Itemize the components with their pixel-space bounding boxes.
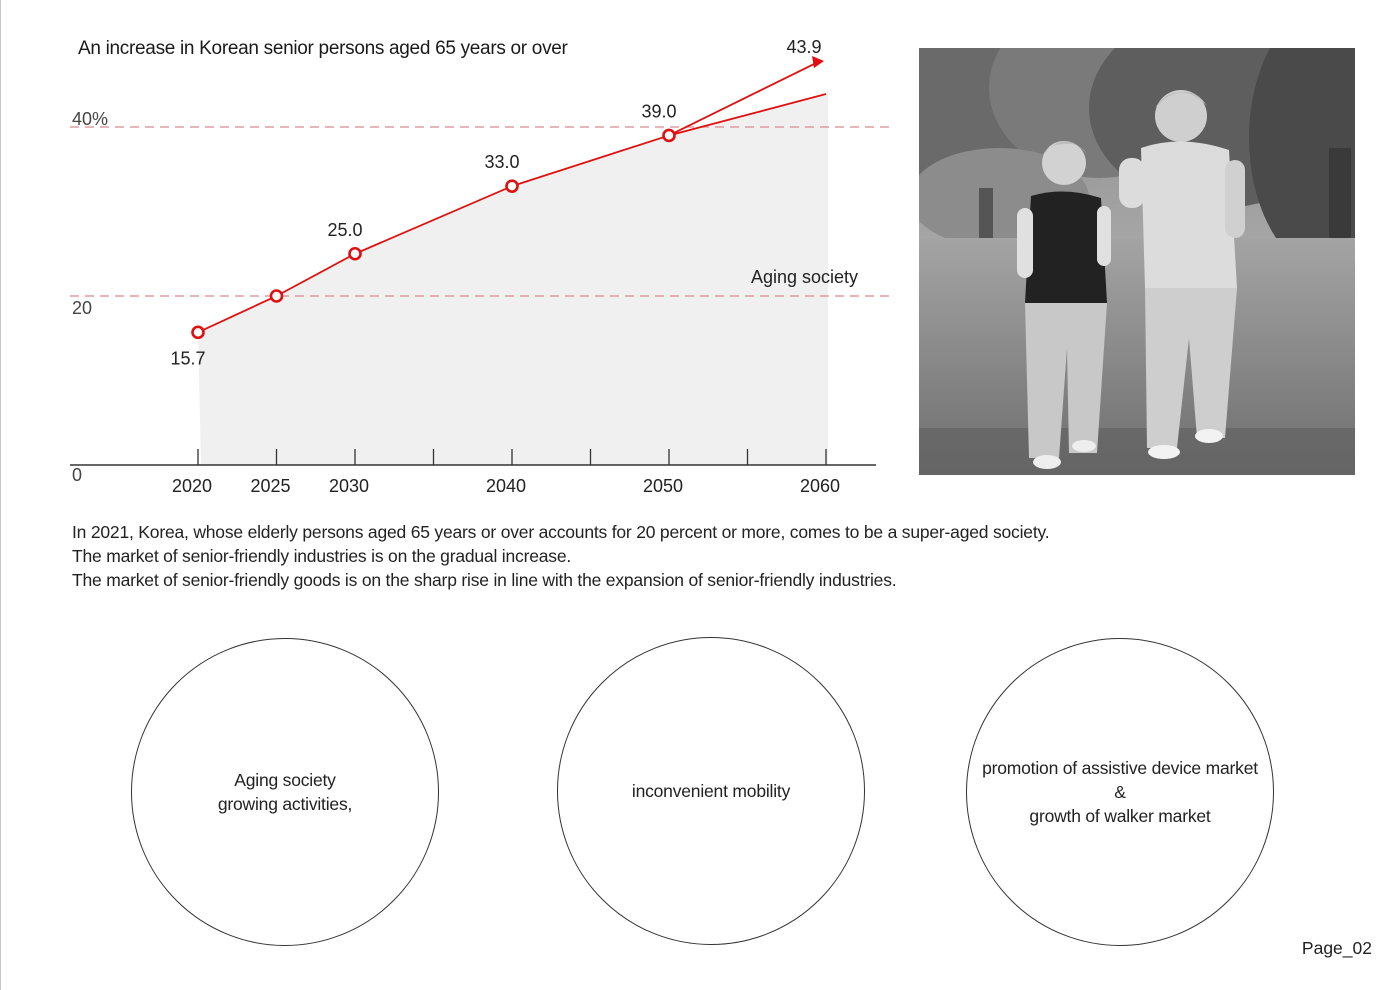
data-point — [348, 246, 362, 261]
circle-text-line: Aging society — [234, 770, 336, 790]
description-line: The market of senior-friendly goods is o… — [72, 570, 897, 590]
x-tick-label: 2020 — [172, 476, 212, 496]
y-tick-label: 40% — [72, 109, 108, 129]
data-point — [191, 325, 205, 340]
description-line: The market of senior-friendly industries… — [72, 546, 572, 566]
circle-text-line: promotion of assistive device market — [982, 758, 1258, 778]
y-tick-label: 0 — [72, 465, 82, 485]
page-left-border — [0, 0, 1, 990]
data-value-label: 25.0 — [327, 220, 362, 240]
senior-population-chart: Aging society 0 20 40% 2020 2025 2030 2040 2050 2… — [70, 37, 892, 496]
circle-text-line: growth of walker market — [1029, 806, 1211, 826]
circle-aging-society: Aging society growing activities, — [131, 638, 439, 946]
circle-inconvenient-mobility: inconvenient mobility — [557, 637, 865, 945]
data-point — [269, 289, 284, 303]
senior-couple-jogging-photo — [919, 48, 1355, 475]
x-tick-label: 2025 — [250, 476, 290, 496]
data-point — [505, 179, 519, 193]
y-tick-label: 20 — [72, 298, 92, 318]
reference-line-label: Aging society — [751, 267, 858, 287]
data-value-label: 39.0 — [641, 101, 676, 121]
circle-assistive-device-market: promotion of assistive device market & g… — [966, 638, 1274, 946]
x-tick-label: 2050 — [643, 476, 683, 496]
data-value-label: 15.7 — [170, 348, 205, 368]
x-tick-label: 2040 — [486, 476, 526, 496]
data-line — [197, 93, 827, 334]
circle-text-line: inconvenient mobility — [631, 781, 791, 801]
description-text: In 2021, Korea, whose elderly persons ag… — [72, 520, 1050, 592]
circle-text-line: & — [1114, 782, 1126, 802]
data-value-label: 43.9 — [786, 37, 821, 57]
data-line-segment — [668, 61, 819, 137]
x-tick-label: 2060 — [800, 476, 840, 496]
data-point — [662, 128, 676, 143]
chart-area-fill — [198, 88, 828, 466]
x-tick-label: 2030 — [329, 476, 369, 496]
circle-text-line: growing activities, — [217, 794, 353, 814]
data-value-label: 33.0 — [484, 152, 519, 172]
description-line: In 2021, Korea, whose elderly persons ag… — [72, 522, 1050, 542]
chart-title: An increase in Korean senior persons age… — [78, 38, 568, 59]
page-number: Page_02 — [1301, 938, 1372, 958]
